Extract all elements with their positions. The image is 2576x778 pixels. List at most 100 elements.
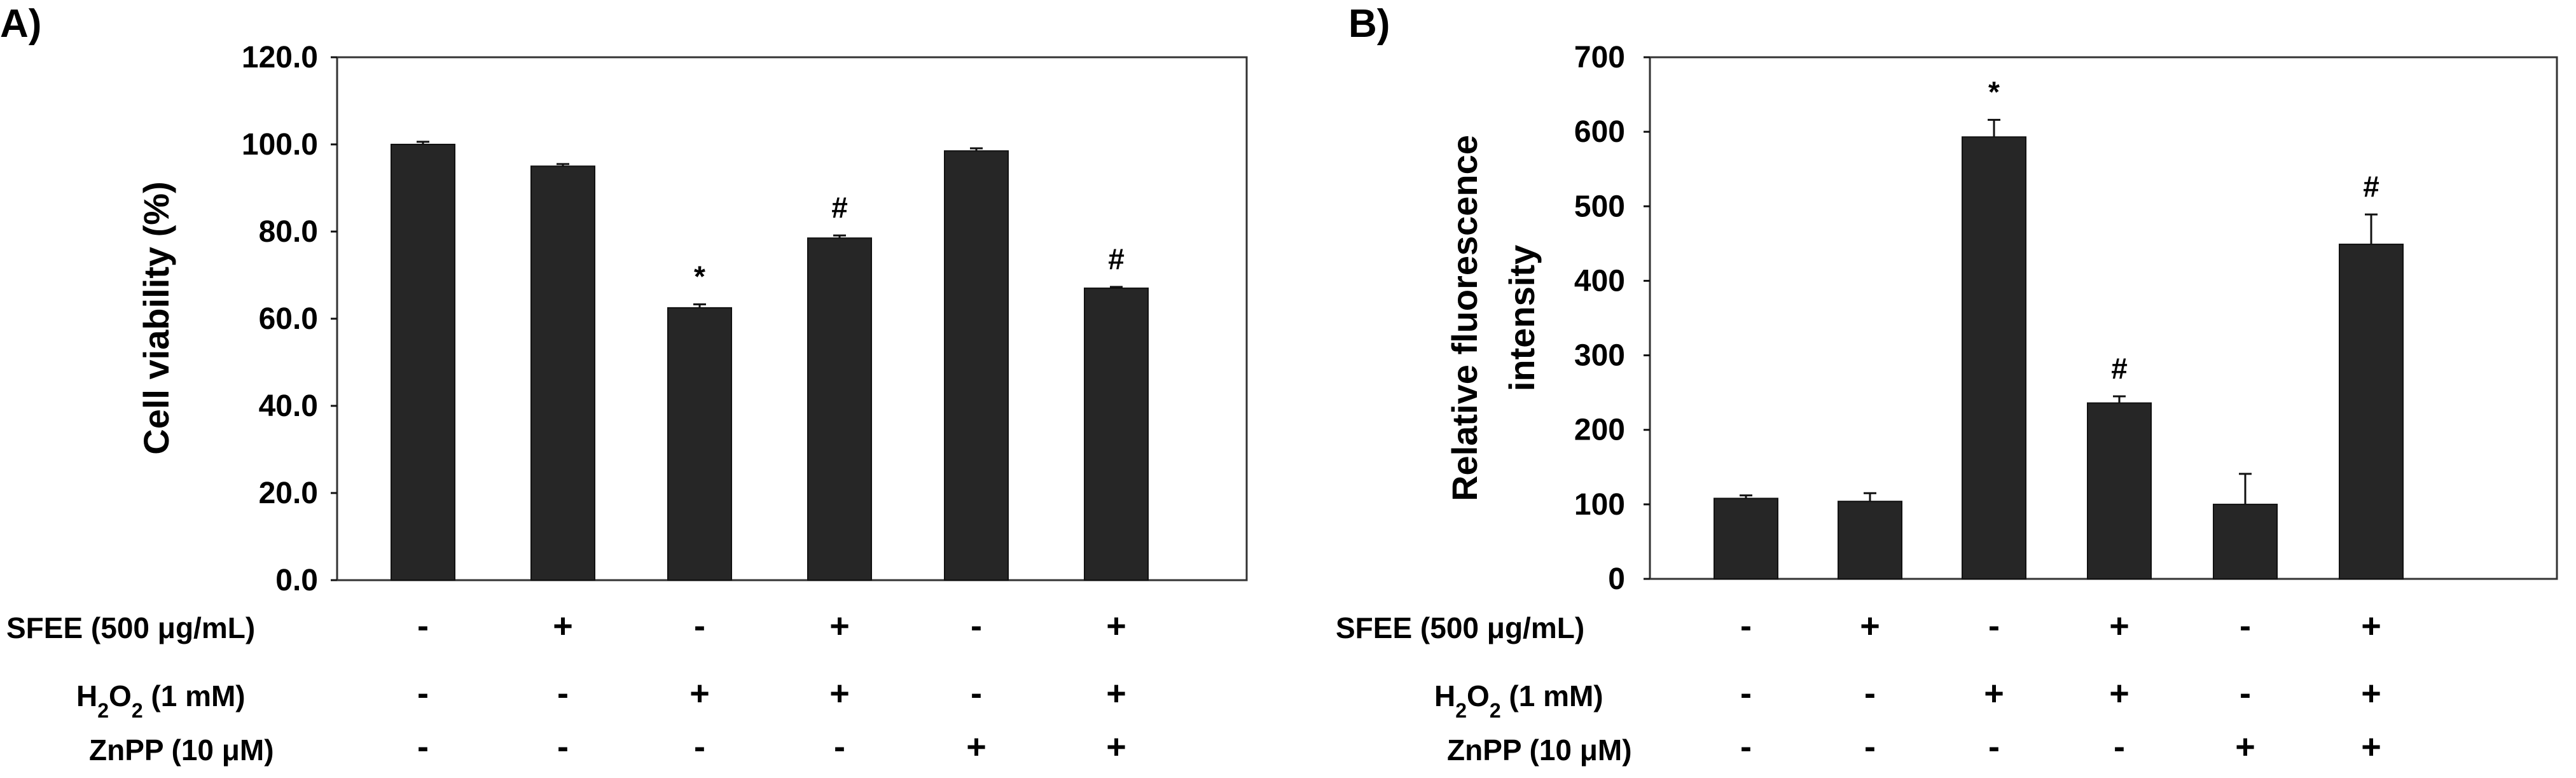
- panel-a-significance-mark-6: #: [1108, 242, 1125, 275]
- panel-b-bar-4: [2087, 402, 2152, 580]
- panel-b-condition-sign: -: [1988, 728, 2000, 766]
- panel-b-error-bar-1: [1740, 494, 1752, 499]
- panel-b-significance-mark-4: #: [2111, 352, 2128, 385]
- panel-a-error-bar-4: [833, 234, 846, 239]
- panel-b-y-axis-label-line1: Relative fluorescence: [1444, 135, 1485, 501]
- panel-b-y-tick-label: 100: [1574, 488, 1625, 522]
- panel-a-significance-mark-4: #: [831, 191, 848, 224]
- panel-a-condition-sign: +: [553, 607, 573, 645]
- panel-a-y-tick-label: 120.0: [242, 41, 318, 74]
- panel-b-condition-sign: -: [1864, 728, 1876, 766]
- panel-b-error-bar-2: [1864, 492, 1876, 502]
- panel-b-bar-2: [1838, 501, 1902, 580]
- panel-a-condition-sign: -: [694, 728, 705, 766]
- panel-a-error-bar-5: [970, 147, 983, 151]
- panel-a-significance-mark-3: *: [694, 260, 705, 293]
- panel-a-y-tick-label: 20.0: [259, 476, 318, 510]
- panel-b-condition-sign: +: [2361, 728, 2381, 766]
- panel-a-condition-sign: +: [689, 674, 710, 712]
- panel-a-bars: * # #: [391, 141, 1149, 581]
- panel-a-h2o2-label: H2O2 (1 mM): [76, 679, 246, 722]
- panel-b-y-tick-label: 700: [1574, 41, 1625, 74]
- panel-b-error-bar-5: [2239, 473, 2252, 504]
- panel-b-condition-sign: -: [2240, 607, 2251, 645]
- panel-b-condition-sign: -: [1740, 607, 1752, 645]
- panel-a-bar-4: [807, 237, 872, 581]
- panel-a-condition-sign: -: [834, 728, 845, 766]
- panel-a-sfee-label: SFEE (500 μg/mL): [6, 611, 255, 644]
- panel-a-condition-sign: -: [417, 728, 429, 766]
- panel-b-condition-table: SFEE (500 μg/mL) H2O2 (1 mM) ZnPP (10 μM…: [1336, 607, 2381, 767]
- panel-b-bar-6: [2339, 244, 2404, 580]
- panel-a-condition-table: SFEE (500 μg/mL) H2O2 (1 mM) ZnPP (10 μM…: [6, 607, 1126, 767]
- panel-b-y-tick-label: 200: [1574, 413, 1625, 447]
- panel-a-condition-sign: +: [1106, 674, 1126, 712]
- panel-a-label: A): [0, 2, 41, 46]
- panel-b-error-bar-4: [2113, 395, 2126, 403]
- panel-a-condition-sign: -: [694, 607, 705, 645]
- panel-b-condition-sign: +: [2361, 607, 2381, 645]
- panel-b-significance-mark-3: *: [1988, 75, 2000, 108]
- panel-b-bar-3: [1962, 136, 2026, 580]
- panel-a-error-bar-3: [693, 303, 706, 308]
- panel-b-y-tick-label: 600: [1574, 115, 1625, 149]
- panel-b-h2o2-label: H2O2 (1 mM): [1434, 679, 1603, 722]
- panel-a-bar-6: [1084, 288, 1149, 581]
- panel-a-bar-1: [391, 144, 455, 581]
- panel-b-condition-sign: -: [2240, 674, 2251, 712]
- panel-b-y-axis-label-line2: intensity: [1502, 245, 1542, 391]
- panel-b-condition-sign: -: [1864, 674, 1876, 712]
- panel-a-condition-sign: -: [971, 674, 982, 712]
- panel-a-condition-sign: +: [829, 607, 850, 645]
- panel-b-sfee-label: SFEE (500 μg/mL): [1336, 611, 1584, 644]
- panel-a-condition-sign: -: [417, 674, 429, 712]
- panel-b-y-tick-label: 0: [1608, 562, 1625, 596]
- panel-b-condition-sign: -: [1740, 674, 1752, 712]
- panel-b-condition-sign: +: [2109, 607, 2129, 645]
- panel-a-condition-sign: -: [971, 607, 982, 645]
- panel-a: A) 0.0 20.0 40.0 60.0 80.0 100.0 120.0 * # # Cel…: [0, 2, 1248, 767]
- panel-b-y-ticks: 0 100 200 300 400 500 600 700: [1574, 41, 1650, 596]
- panel-a-y-axis-label: Cell viability (%): [136, 181, 176, 454]
- panel-a-bar-2: [530, 165, 595, 581]
- panel-a-y-tick-label: 0.0: [275, 564, 318, 597]
- panel-a-error-bar-2: [557, 163, 569, 167]
- panel-b-bar-5: [2213, 503, 2278, 580]
- panel-a-bar-3: [667, 307, 732, 581]
- panel-b-condition-sign: -: [1740, 728, 1752, 766]
- panel-a-condition-sign: -: [557, 674, 569, 712]
- panel-a-condition-sign: +: [1106, 728, 1126, 766]
- panel-a-condition-sign: -: [557, 728, 569, 766]
- panel-a-y-tick-label: 40.0: [259, 389, 318, 423]
- panel-b-label: B): [1348, 2, 1390, 46]
- panel-a-condition-sign: -: [417, 607, 429, 645]
- panel-a-error-bar-6: [1110, 286, 1123, 289]
- panel-b-condition-sign: +: [2109, 674, 2129, 712]
- panel-b-y-tick-label: 300: [1574, 339, 1625, 373]
- panel-b-condition-sign: +: [2235, 728, 2255, 766]
- panel-b-bars: * # #: [1714, 75, 2404, 580]
- panel-a-y-tick-label: 100.0: [242, 128, 318, 162]
- panel-b-condition-sign: -: [2114, 728, 2125, 766]
- panel-a-condition-sign: +: [966, 728, 987, 766]
- panel-a-znpp-label: ZnPP (10 μM): [89, 733, 274, 767]
- panel-a-y-tick-label: 60.0: [259, 302, 318, 336]
- panel-a-y-tick-label: 80.0: [259, 215, 318, 249]
- panel-b-error-bar-6: [2365, 213, 2378, 245]
- panel-a-error-bar-1: [417, 141, 429, 144]
- panel-b: B) 0 100 200 300 400 500 600 700 * # # Relative f…: [1336, 2, 2558, 767]
- panel-b-y-tick-label: 500: [1574, 190, 1625, 223]
- panel-b-significance-mark-6: #: [2363, 170, 2379, 203]
- panel-b-condition-sign: +: [1860, 607, 1880, 645]
- panel-b-condition-sign: -: [1988, 607, 2000, 645]
- panel-a-bar-5: [944, 150, 1009, 581]
- panel-a-condition-sign: +: [829, 674, 850, 712]
- panel-b-condition-sign: +: [2361, 674, 2381, 712]
- panel-b-znpp-label: ZnPP (10 μM): [1447, 733, 1632, 767]
- panel-b-y-tick-label: 400: [1574, 264, 1625, 298]
- panel-a-condition-sign: +: [1106, 607, 1126, 645]
- panel-b-error-bar-3: [1988, 118, 2000, 137]
- panel-b-condition-sign: +: [1984, 674, 2004, 712]
- panel-a-y-ticks: 0.0 20.0 40.0 60.0 80.0 100.0 120.0: [242, 41, 337, 597]
